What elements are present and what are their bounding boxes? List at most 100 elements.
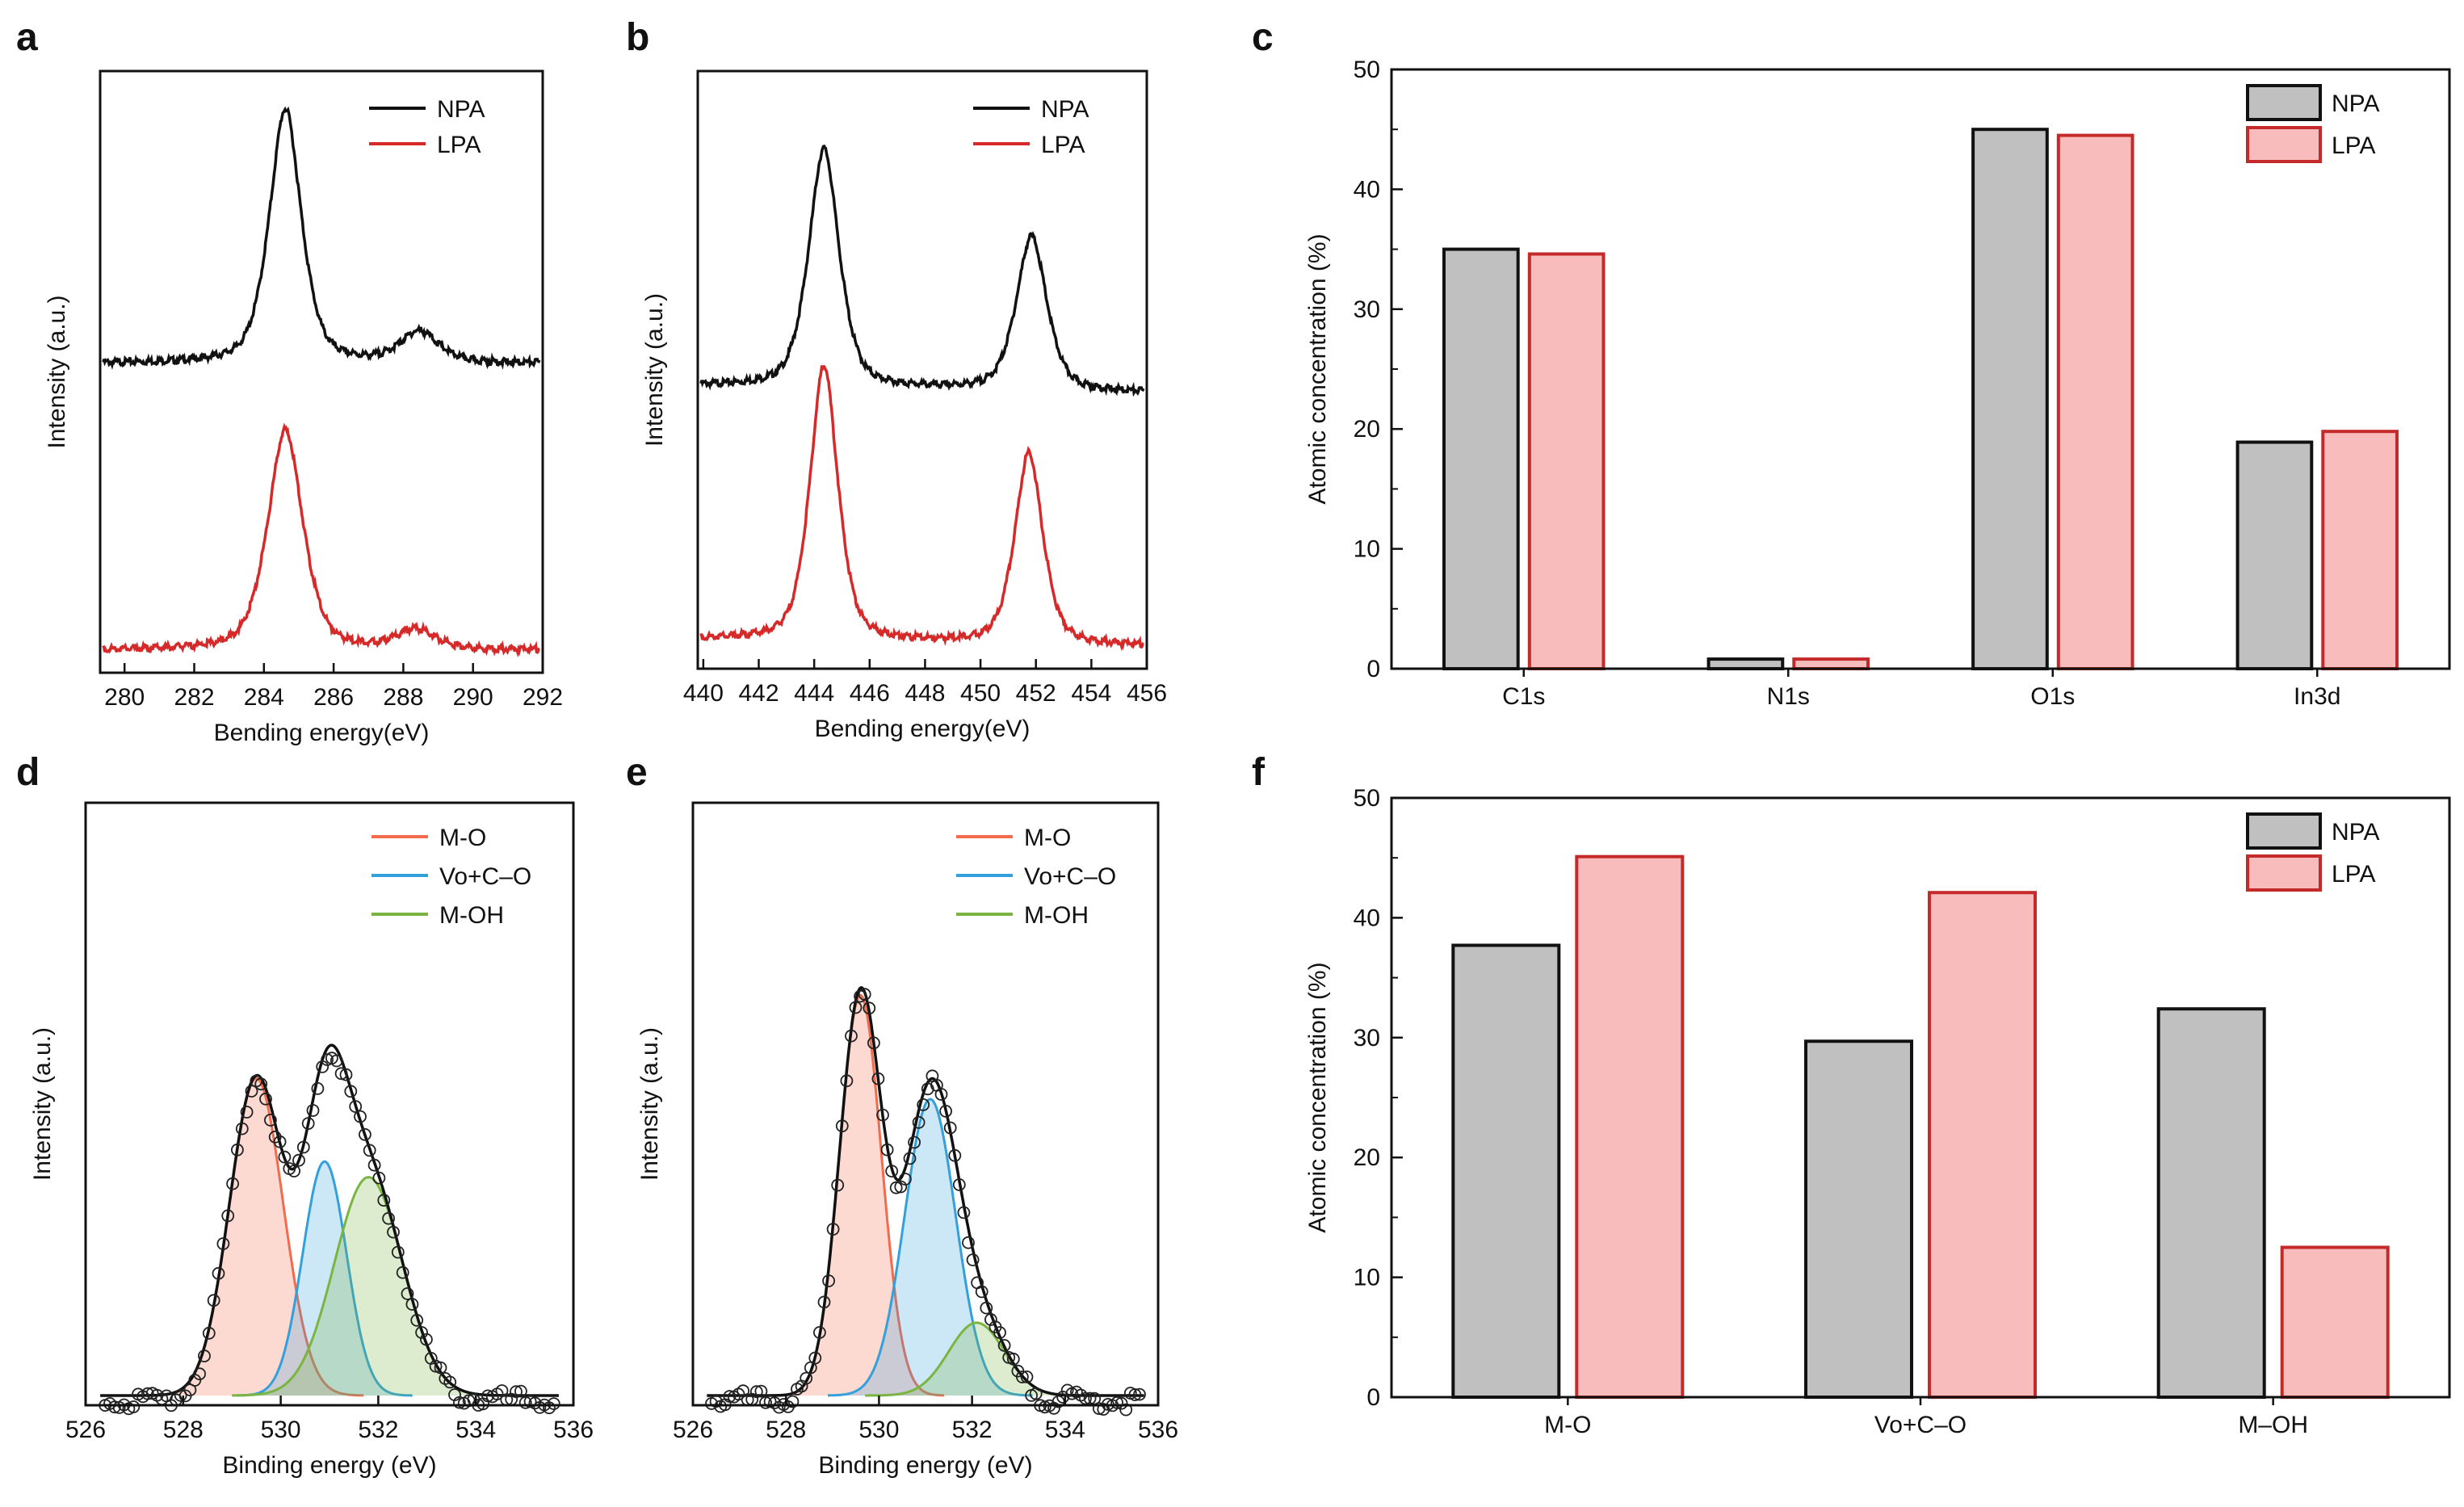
panel-e-component-fill: [776, 995, 944, 1396]
panel-a-ylabel: Intensity (a.u.): [44, 295, 70, 448]
panel-e-data-point: [934, 1088, 948, 1101]
panel-d-xtick-label: 534: [455, 1417, 496, 1443]
panel-d-data-point: [382, 1211, 396, 1225]
panel-e-data-point: [917, 1098, 930, 1111]
panel-c-bar-npa: [1706, 657, 1785, 670]
panel-d-data-point: [349, 1100, 363, 1113]
panel-c-bar-npa: [1442, 247, 1520, 671]
panel-e-data-point: [749, 1385, 763, 1399]
panel-a-xtick-label: 284: [244, 684, 284, 711]
panel-e-xtick-label: 530: [858, 1417, 899, 1443]
panel-d-data-point: [518, 1396, 532, 1409]
panel-f-ytick-label: 20: [1354, 1144, 1380, 1171]
panel-e-data-point: [840, 1074, 854, 1088]
panel-b-xtick-label: 456: [1127, 680, 1167, 707]
panel-d-xtick-label: 530: [261, 1417, 301, 1443]
panel-a-c1s-spectra: NPA LPA 280 282 284 286 288 290 292 Bending energ…: [44, 69, 563, 746]
panel-c-ytick-label: 30: [1354, 296, 1380, 323]
panel-e-legend-label: M-OH: [1024, 902, 1089, 929]
panel-e-component-fill: [828, 1099, 1033, 1396]
panel-d-data-point: [367, 1158, 381, 1172]
panel-e-data-point: [921, 1082, 934, 1096]
panel-a-legend-label: LPA: [437, 132, 481, 158]
panel-c-category-label: In3d: [2294, 683, 2340, 710]
panel-e-data-point: [957, 1206, 971, 1219]
panel-d-data-point: [127, 1400, 141, 1413]
panel-e-data-point: [948, 1148, 962, 1162]
panel-d-data-point: [311, 1082, 325, 1095]
panel-f-ytick-label: 10: [1354, 1265, 1380, 1291]
panel-d-data-point: [193, 1367, 207, 1381]
panel-e-data-point: [880, 1143, 894, 1156]
panel-e-o1s-lpa-fit: M-O Vo+C–O M-OH 526 528 530 532 534 536 Binding e…: [636, 801, 1178, 1479]
panel-f-category-label: M–OH: [2238, 1412, 2308, 1438]
panel-a-frame: [99, 69, 544, 674]
panel-e-data-point: [908, 1135, 921, 1149]
panel-d-data-point: [141, 1387, 154, 1400]
panel-d-data-point: [354, 1110, 367, 1123]
panel-d-frame: [84, 801, 575, 1407]
panel-e-data-point: [817, 1295, 831, 1309]
panel-f-bar-npa: [1451, 943, 1561, 1399]
panel-label-e: e: [626, 751, 648, 794]
panel-d-data-point: [259, 1092, 272, 1106]
panel-d-data-point: [547, 1397, 560, 1410]
panel-d-xtick-label: 528: [163, 1417, 204, 1443]
panel-a-series-npa: [102, 106, 541, 370]
panel-c-ylabel: Atomic concentration (%): [1304, 233, 1331, 504]
panel-b-xtick-label: 440: [683, 680, 724, 707]
panel-label-b: b: [626, 16, 649, 59]
panel-b-legend-label: LPA: [1041, 132, 1085, 158]
panel-d-component-line: [237, 1160, 413, 1397]
panel-e-data-point: [899, 1173, 912, 1186]
panel-a-xtick-label: 286: [313, 684, 354, 711]
panel-d-data-point: [207, 1294, 220, 1308]
panel-d-data-point: [443, 1375, 457, 1389]
panel-e-data-point: [885, 1165, 899, 1177]
panel-d-data-point: [510, 1385, 523, 1399]
panel-e-data-point: [1047, 1401, 1060, 1415]
panel-d-xtick-label: 536: [553, 1417, 594, 1443]
panel-a-xlabel: Bending energy(eV): [214, 720, 430, 746]
panel-d-data-point: [306, 1104, 320, 1117]
panel-e-ylabel: Intensity (a.u.): [636, 1027, 663, 1181]
panel-e-data-point: [984, 1313, 997, 1326]
panel-f-oxygen-species-chart: M-O Vo+C–O M–OH 0 10 20 30 40 50 Atomic concentra…: [1304, 785, 2451, 1438]
panel-d-data-point: [334, 1067, 348, 1081]
panel-d-data-point: [344, 1085, 358, 1098]
panel-d-data-point: [358, 1127, 371, 1141]
panel-c-bar-lpa: [2321, 430, 2399, 670]
panel-e-data-point: [943, 1121, 957, 1135]
panel-c-category-label: N1s: [1767, 683, 1810, 710]
panel-a-xtick-label: 292: [523, 684, 563, 711]
panel-label-a: a: [16, 16, 38, 59]
panel-e-component-fill: [865, 1322, 1089, 1396]
panel-label-c: c: [1252, 16, 1274, 59]
panel-e-data-point: [768, 1396, 781, 1409]
panel-b-series-lpa: [699, 364, 1144, 652]
panel-e-data-point: [723, 1390, 737, 1403]
panel-d-data-point: [288, 1165, 301, 1177]
panel-f-frame: [1390, 796, 2451, 1399]
panel-c-category-label: C1s: [1502, 683, 1545, 710]
panel-e-data-point: [1006, 1352, 1020, 1366]
panel-d-data-point: [216, 1237, 230, 1250]
panel-e-legend-label: M-O: [1024, 825, 1071, 851]
panel-d-xtick-label: 532: [358, 1417, 398, 1443]
panel-d-data-point: [415, 1326, 428, 1339]
panel-c-bar-lpa: [1792, 657, 1870, 670]
panel-f-ylabel: Atomic concentration (%): [1304, 962, 1331, 1232]
panel-c-bar-lpa: [1527, 252, 1606, 670]
panel-d-data-point: [401, 1287, 414, 1300]
panel-f-legend-label: LPA: [2332, 861, 2375, 888]
panel-e-data-point: [1029, 1387, 1043, 1400]
panel-c-legend-label: LPA: [2332, 132, 2375, 159]
panel-d-data-point: [330, 1054, 343, 1068]
panel-e-data-point: [912, 1115, 926, 1129]
panel-d-data-point: [240, 1106, 254, 1119]
panel-e-frame: [691, 801, 1160, 1407]
panel-b-in3d-spectra: NPA LPA 440 442 444 446 448 450 452 454 456 Bending…: [641, 69, 1167, 742]
panel-d-data-point: [410, 1313, 424, 1327]
panel-f-ytick-label: 50: [1354, 785, 1380, 812]
panel-a-xtick-label: 282: [174, 684, 214, 711]
